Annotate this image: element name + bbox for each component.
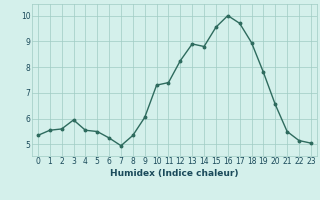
X-axis label: Humidex (Indice chaleur): Humidex (Indice chaleur) <box>110 169 239 178</box>
